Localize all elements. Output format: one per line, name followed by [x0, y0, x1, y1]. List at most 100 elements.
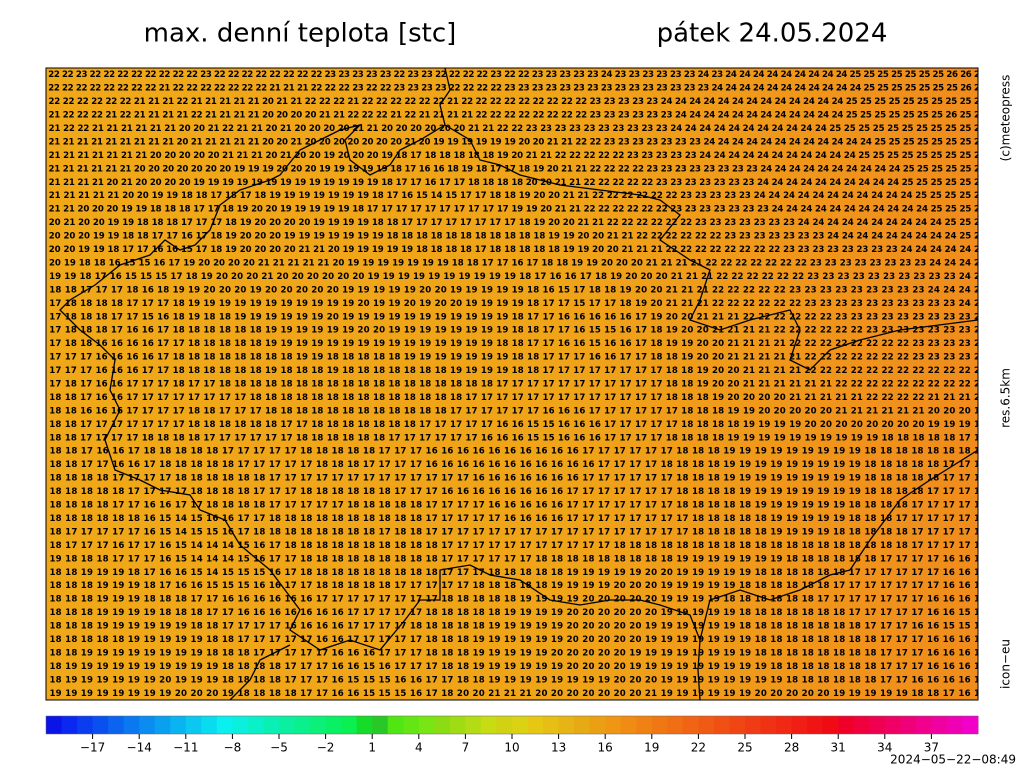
colorbar-segment [512, 716, 529, 734]
colorbar-label: −17 [80, 741, 105, 755]
colorbar-segment [558, 716, 575, 734]
value-row: 8 18 18 18 19 19 19 19 19 19 18 18 17 17… [40, 622, 980, 632]
value-row: 0 20 21 20 20 19 19 18 18 18 17 17 17 18… [40, 218, 980, 228]
colorbar-segment [154, 716, 171, 734]
colorbar-segment [496, 716, 513, 734]
value-row: 8 18 18 18 18 18 18 16 15 14 15 16 16 17… [40, 514, 980, 524]
value-row: 7 17 18 18 16 16 16 16 17 17 18 18 18 18… [40, 339, 980, 349]
colorbar-segment [884, 716, 901, 734]
colorbar-label: 10 [504, 741, 519, 755]
value-row: 0 20 20 20 19 19 18 18 17 17 16 17 18 19… [40, 232, 980, 242]
colorbar-segment [123, 716, 140, 734]
value-row: 8 18 17 17 17 16 17 17 16 15 14 14 14 15… [40, 541, 980, 551]
colorbar-segment [170, 716, 187, 734]
colorbar-label: −8 [224, 741, 242, 755]
value-row: 2 22 22 22 22 22 22 22 22 21 22 22 22 22… [40, 84, 980, 94]
colorbar-segment [636, 716, 653, 734]
value-row: 8 18 18 17 16 16 17 17 17 17 17 17 17 17… [40, 393, 980, 403]
value-row: 8 18 18 19 19 19 18 17 16 16 15 14 15 15… [40, 568, 980, 578]
colorbar-label: 7 [462, 741, 470, 755]
colorbar-label: −14 [127, 741, 152, 755]
value-row: 1 21 22 22 22 21 22 21 21 21 21 22 21 21… [40, 111, 980, 121]
colorbar-segment [853, 716, 870, 734]
value-grid: 2 22 22 23 22 22 22 22 22 22 22 22 23 22… [40, 70, 980, 699]
colorbar-segment [449, 716, 466, 734]
value-row: 1 21 21 21 21 21 21 21 20 20 20 20 20 21… [40, 151, 980, 161]
colorbar-segment [232, 716, 249, 734]
value-row: 8 18 18 19 19 19 19 19 19 19 19 18 18 18… [40, 648, 980, 658]
colorbar-segment [620, 716, 637, 734]
value-row: 1 21 21 21 21 21 20 20 19 19 18 18 17 18… [40, 191, 980, 201]
colorbar-label: −5 [270, 741, 288, 755]
colorbar-segment [61, 716, 78, 734]
value-row: 8 18 18 17 17 16 16 17 18 18 18 18 18 17… [40, 460, 980, 470]
colorbar-label: 28 [784, 741, 799, 755]
value-row: 8 18 18 16 16 16 17 17 17 17 18 18 17 17… [40, 406, 980, 416]
colorbar-segment [915, 716, 932, 734]
value-row: 8 18 18 18 19 19 19 19 18 18 18 17 17 16… [40, 608, 980, 618]
colorbar-segment [480, 716, 497, 734]
colorbar-segment [341, 716, 358, 734]
value-row: 8 18 18 18 19 19 19 18 18 18 17 17 16 16… [40, 595, 980, 605]
value-row: 8 18 19 19 19 19 19 19 20 19 19 19 18 18… [40, 675, 980, 685]
colorbar-segment [698, 716, 715, 734]
value-row: 9 20 20 19 19 18 17 17 16 16 15 17 18 19… [40, 245, 980, 255]
value-row: 8 18 18 18 18 17 17 17 17 18 18 18 18 18… [40, 474, 980, 484]
colorbar-segment [760, 716, 777, 734]
colorbar-segment [713, 716, 730, 734]
timestamp: 2024−05−22−08:49 [890, 753, 1016, 767]
colorbar-label: 22 [691, 741, 706, 755]
value-row: 7 17 17 17 16 16 16 17 17 18 18 18 18 18… [40, 366, 980, 376]
copyright: (c)meteopress [999, 75, 1013, 162]
colorbar-label: 13 [551, 741, 566, 755]
borders [59, 68, 978, 700]
colorbar-segment [387, 716, 404, 734]
value-row: 8 18 18 18 18 18 17 17 17 17 18 18 18 18… [40, 487, 980, 497]
colorbar-segment [247, 716, 264, 734]
colorbar-segment [77, 716, 94, 734]
value-row: 9 19 19 18 17 16 15 15 15 17 18 19 20 20… [40, 272, 980, 282]
value-row: 8 18 18 18 18 18 19 19 19 19 19 18 18 17… [40, 635, 980, 645]
colorbar-segment [279, 716, 296, 734]
colorbar-segment [962, 716, 979, 734]
border-line [444, 124, 978, 371]
colorbar-segment [745, 716, 762, 734]
colorbar-segment [682, 716, 699, 734]
colorbar-segment [310, 716, 327, 734]
colorbar: −17 −14 −11 −8 −5 −2 1 4 7 10 13 16 19 22 25 28 31 34 37 [45, 715, 979, 755]
colorbar-segment [527, 716, 544, 734]
colorbar-segment [294, 716, 311, 734]
resolution: res.6.5km [999, 368, 1013, 428]
colorbar-segment [418, 716, 435, 734]
colorbar-segment [434, 716, 451, 734]
value-row: 8 18 18 17 17 17 17 17 17 17 18 18 18 18… [40, 420, 980, 430]
colorbar-label: −11 [173, 741, 198, 755]
colorbar-label: 25 [737, 741, 752, 755]
colorbar-segment [791, 716, 808, 734]
colorbar-label: 1 [368, 741, 376, 755]
value-row: 9 19 19 19 19 19 19 19 19 20 20 20 19 18… [40, 689, 980, 699]
colorbar-label: 19 [644, 741, 659, 755]
value-row: 2 22 22 22 22 22 22 21 21 21 22 21 21 21… [40, 97, 980, 107]
colorbar-label: −2 [317, 741, 335, 755]
colorbar-segment [356, 716, 373, 734]
colorbar-segment [216, 716, 233, 734]
colorbar-segment [201, 716, 218, 734]
colorbar-segment [543, 716, 560, 734]
colorbar-segment [372, 716, 389, 734]
colorbar-segment [139, 716, 156, 734]
colorbar-segment [729, 716, 746, 734]
model: icon−eu [999, 639, 1013, 689]
colorbar-segment [263, 716, 280, 734]
colorbar-label: 37 [924, 741, 939, 755]
colorbar-segment [403, 716, 420, 734]
value-row: 2 22 22 23 22 22 22 22 22 22 22 22 23 22… [40, 70, 980, 80]
colorbar-segment [92, 716, 109, 734]
colorbar-segment [465, 716, 482, 734]
value-row: 1 21 22 22 21 21 21 21 21 21 20 20 21 22… [40, 124, 980, 134]
value-row: 8 18 18 17 17 17 17 18 18 18 18 17 17 17… [40, 433, 980, 443]
colorbar-segment [185, 716, 202, 734]
border-line [59, 68, 978, 651]
